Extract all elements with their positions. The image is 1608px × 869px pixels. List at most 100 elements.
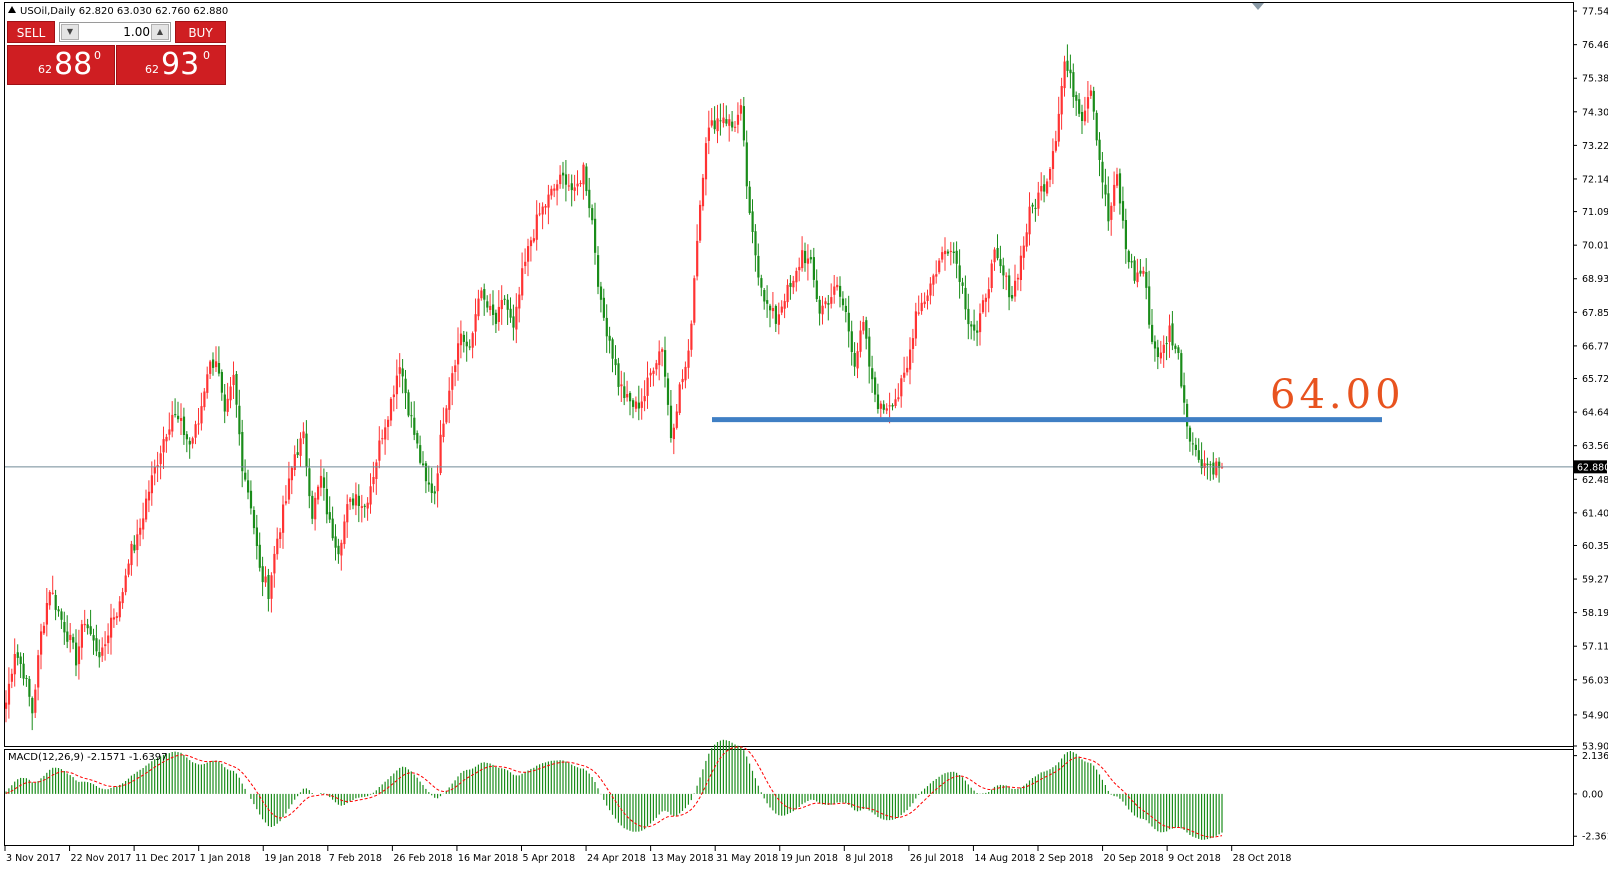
candle-body xyxy=(363,505,366,507)
candle-body xyxy=(722,117,725,124)
candle-body xyxy=(701,177,705,207)
candle-body xyxy=(591,208,594,221)
date-tick-label: 1 Jan 2018 xyxy=(200,853,251,864)
candle-body xyxy=(1127,251,1130,263)
buy-price-box[interactable]: 62 93 0 xyxy=(116,45,226,85)
candle-body xyxy=(535,214,538,240)
candle-body xyxy=(427,482,430,485)
candle-body xyxy=(1083,110,1087,122)
candle-body xyxy=(967,308,970,325)
candle-body xyxy=(739,105,742,114)
candle-body xyxy=(1022,245,1025,258)
candle-body xyxy=(314,497,317,520)
candle-body xyxy=(1215,461,1218,476)
candle-body xyxy=(7,683,11,705)
candle-body xyxy=(209,361,212,374)
candle-body xyxy=(938,260,941,273)
candle-body xyxy=(1200,459,1203,469)
candle-body xyxy=(1051,151,1055,169)
lot-decrease-icon[interactable]: ▼ xyxy=(61,24,79,40)
candle-body xyxy=(597,255,600,287)
sell-price-box[interactable]: 62 88 0 xyxy=(7,45,115,85)
candle-body xyxy=(990,263,993,288)
candle-body xyxy=(366,502,369,509)
candle-body xyxy=(95,638,98,652)
lot-increase-icon[interactable]: ▲ xyxy=(151,24,169,40)
price-tick-label: 65.720 xyxy=(1582,374,1608,385)
candle-body xyxy=(541,206,544,215)
candle-body xyxy=(276,538,279,555)
candle-body xyxy=(48,592,51,606)
candle-body xyxy=(264,576,267,583)
candle-body xyxy=(678,384,681,413)
date-tick-label: 26 Feb 2018 xyxy=(393,853,452,864)
candle-body xyxy=(1116,174,1119,186)
candle-body xyxy=(1218,461,1221,468)
candle-body xyxy=(693,278,696,323)
candle-body xyxy=(920,302,923,312)
candle-body xyxy=(876,394,880,409)
candle-body xyxy=(19,656,22,664)
candle-body xyxy=(86,624,89,629)
price-tick-label: 61.400 xyxy=(1582,508,1608,519)
candle-body xyxy=(556,184,559,191)
candle-body xyxy=(564,174,568,185)
candle-body xyxy=(42,625,46,634)
candle-body xyxy=(22,663,25,679)
candle-body xyxy=(999,259,1002,267)
candle-body xyxy=(824,301,827,305)
candle-body xyxy=(194,424,197,438)
lot-size-input[interactable] xyxy=(82,24,152,40)
candle-body xyxy=(626,394,629,398)
candle-body xyxy=(897,397,900,400)
candle-body xyxy=(31,698,34,714)
candle-body xyxy=(576,183,579,187)
candle-body xyxy=(512,316,515,328)
candle-body xyxy=(684,366,687,381)
candle-body xyxy=(748,186,751,213)
candle-body xyxy=(136,534,139,550)
candle-body xyxy=(1168,325,1171,342)
candle-body xyxy=(608,335,611,341)
support-level-label: 64.00 xyxy=(1270,372,1405,418)
date-tick-label: 5 Apr 2018 xyxy=(522,853,575,864)
candle-body xyxy=(319,475,323,488)
candle-body xyxy=(372,477,375,485)
candle-body xyxy=(284,501,288,504)
candle-body xyxy=(180,418,183,421)
sell-button[interactable]: SELL xyxy=(7,21,55,43)
candle-body xyxy=(658,351,661,366)
candle-body xyxy=(646,377,649,396)
candle-body xyxy=(815,280,818,300)
candle-body xyxy=(839,285,842,297)
candle-body xyxy=(818,299,821,314)
candle-body xyxy=(932,275,935,285)
candle-body xyxy=(296,452,299,455)
buy-button[interactable]: BUY xyxy=(175,21,226,43)
candle-body xyxy=(643,396,646,402)
candle-body xyxy=(282,504,285,533)
candle-body xyxy=(241,432,244,472)
price-tick-label: 56.030 xyxy=(1582,675,1608,686)
candle-body xyxy=(1174,345,1177,349)
candle-body xyxy=(401,368,404,377)
candle-body xyxy=(620,384,623,387)
candle-body xyxy=(655,363,658,370)
candle-body xyxy=(681,378,684,383)
collapse-triangle-icon[interactable] xyxy=(8,6,16,13)
candle-body xyxy=(203,391,206,408)
candle-body xyxy=(416,433,419,444)
candle-body xyxy=(101,647,104,656)
candle-body xyxy=(844,305,847,312)
candle-body xyxy=(433,491,436,494)
date-tick-label: 24 Apr 2018 xyxy=(587,853,646,864)
candle-body xyxy=(1049,169,1052,180)
candle-body xyxy=(317,486,320,500)
candle-body xyxy=(1139,270,1142,274)
candle-body xyxy=(946,251,950,254)
candle-body xyxy=(474,314,477,332)
macd-tick-label: -2.3613 xyxy=(1582,832,1608,843)
candle-body xyxy=(1089,90,1092,96)
chart-shift-marker-icon[interactable] xyxy=(1252,3,1264,10)
